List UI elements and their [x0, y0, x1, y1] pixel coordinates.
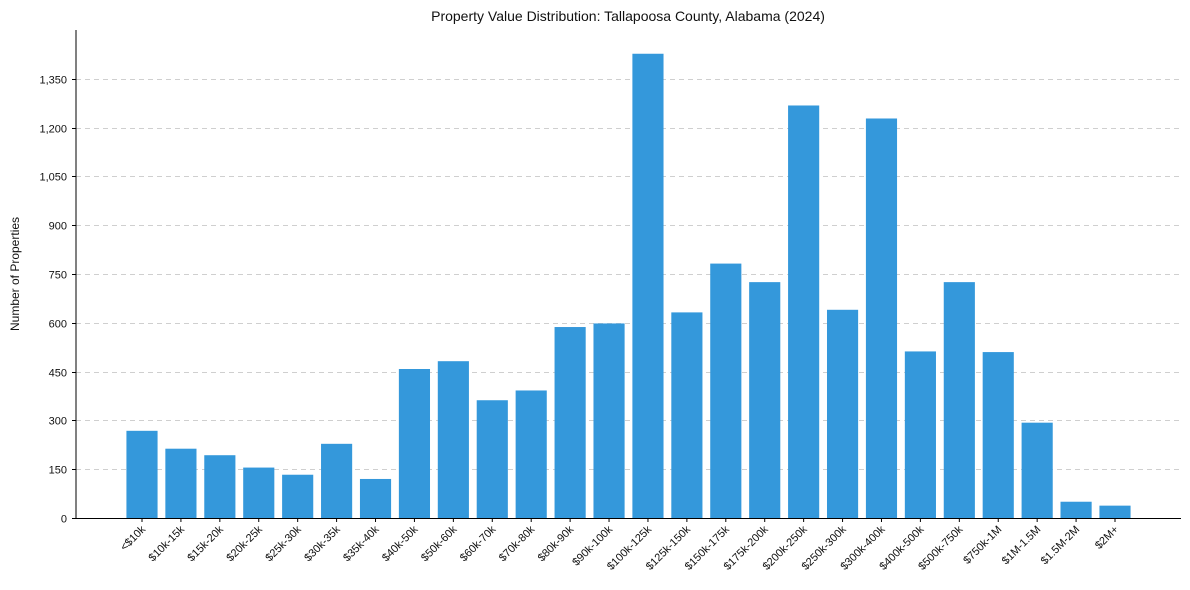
y-tick-label: 1,350 — [39, 75, 67, 87]
x-tick-label: $35k-40k — [341, 523, 382, 564]
bar — [321, 443, 353, 518]
x-tick-label: $1M-1.5M — [1000, 524, 1044, 568]
x-tick-label: $25k-30k — [263, 523, 304, 564]
bar — [554, 327, 586, 518]
bar — [749, 282, 781, 518]
x-tick-label: $30k-35k — [302, 523, 343, 564]
y-tick-label: 1,050 — [39, 172, 67, 184]
bars — [126, 53, 1131, 519]
x-tick-label: $40k-50k — [380, 523, 421, 564]
y-axis-label: Number of Properties — [8, 217, 22, 331]
x-tick-label: $20k-25k — [224, 523, 265, 564]
x-tick-label: $15k-20k — [185, 523, 226, 564]
bar — [982, 352, 1014, 518]
x-tick-label: <$10k — [118, 523, 148, 553]
bar — [904, 351, 936, 518]
bar — [476, 400, 508, 518]
bar — [788, 105, 820, 518]
x-tick-label: $10k-15k — [147, 523, 188, 564]
bar — [632, 53, 664, 518]
chart-title: Property Value Distribution: Tallapoosa … — [431, 8, 825, 24]
x-ticks: <$10k$10k-15k$15k-20k$20k-25k$25k-30k$30… — [118, 518, 1121, 573]
bar — [593, 323, 625, 518]
bar — [1021, 422, 1053, 518]
bar — [515, 390, 547, 518]
x-tick-label: $1.5M-2M — [1039, 524, 1083, 568]
x-tick-label: $50k-60k — [419, 523, 460, 564]
bar — [398, 369, 431, 518]
bar — [126, 430, 158, 518]
bar — [710, 263, 742, 518]
bar — [243, 467, 275, 518]
x-tick-label: $70k-80k — [497, 523, 538, 564]
bar — [437, 361, 469, 518]
y-ticks: 0 150 300 450 600 750 900 1,050 1,200 1,350 — [39, 75, 76, 526]
bar — [826, 309, 859, 518]
y-tick-label: 750 — [49, 270, 67, 282]
x-tick-label: $2M+ — [1093, 524, 1121, 552]
bar — [671, 312, 703, 518]
y-tick-label: 900 — [49, 221, 67, 233]
y-tick-label: 0 — [61, 514, 67, 526]
gridlines — [76, 79, 1181, 470]
bar — [943, 282, 975, 518]
bar — [282, 474, 314, 518]
x-tick-label: $60k-70k — [458, 523, 499, 564]
bar — [1099, 505, 1131, 518]
y-tick-label: 450 — [49, 368, 67, 380]
x-tick-label: $750k-1M — [961, 524, 1004, 567]
y-tick-label: 300 — [49, 416, 67, 428]
y-tick-label: 1,200 — [39, 124, 67, 136]
y-tick-label: 600 — [49, 319, 67, 331]
bar — [1060, 501, 1092, 518]
bar — [359, 478, 392, 518]
x-tick-label: $80k-90k — [536, 523, 577, 564]
bar — [865, 118, 898, 519]
y-tick-label: 150 — [49, 465, 67, 477]
bar — [165, 448, 197, 518]
bar — [204, 455, 236, 518]
